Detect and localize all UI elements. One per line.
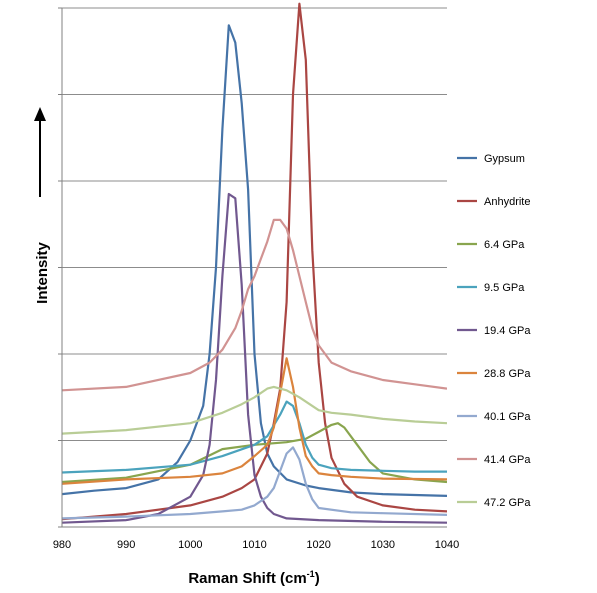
x-tick-label-6: 1040	[435, 539, 459, 551]
legend: Gypsum Anhydrite 6.4 GPa 9.5 GPa 19.4 GPa 28.…	[457, 153, 531, 509]
x-axis-title-superscript: -1	[307, 569, 315, 579]
legend-label-5: 28.8 GPa	[484, 368, 531, 380]
series-line-47-2-gpa	[62, 385, 447, 435]
legend-label-0: Gypsum	[484, 153, 525, 165]
legend-label-2: 6.4 GPa	[484, 239, 525, 251]
x-tick-labels: 980 990 1000 1010 1020 1030 1040	[53, 539, 459, 551]
axes	[58, 7, 447, 528]
y-axis-title: Intensity	[34, 242, 51, 304]
y-axis-title-group: Intensity	[34, 107, 51, 304]
legend-label-3: 9.5 GPa	[484, 282, 525, 294]
series-line-gypsum	[62, 24, 447, 497]
legend-label-6: 40.1 GPa	[484, 411, 531, 423]
x-axis-title-main: Raman Shift (cm	[188, 570, 306, 587]
gridlines	[62, 7, 447, 441]
x-tick-label-4: 1020	[306, 539, 330, 551]
legend-label-4: 19.4 GPa	[484, 325, 531, 337]
legend-label-8: 47.2 GPa	[484, 497, 531, 509]
intensity-arrow-head-icon	[34, 107, 46, 121]
legend-label-7: 41.4 GPa	[484, 454, 531, 466]
x-tick-label-3: 1010	[242, 539, 266, 551]
x-tick-label-0: 980	[53, 539, 71, 551]
x-axis-title-suffix: )	[315, 570, 320, 587]
series-line-40-1-gpa	[62, 446, 447, 520]
x-tick-label-1: 990	[117, 539, 135, 551]
x-tick-label-5: 1030	[371, 539, 395, 551]
series-line-9-5-gpa	[62, 400, 447, 474]
series-lines	[62, 2, 447, 524]
x-axis-title: Raman Shift (cm-1)	[188, 569, 319, 587]
x-tick-label-2: 1000	[178, 539, 202, 551]
series-line-28-8-gpa	[62, 357, 447, 485]
series-line-anhydrite	[62, 2, 447, 521]
series-line-19-4-gpa	[62, 192, 447, 524]
series-line-41-4-gpa	[62, 218, 447, 392]
legend-label-1: Anhydrite	[484, 196, 530, 208]
